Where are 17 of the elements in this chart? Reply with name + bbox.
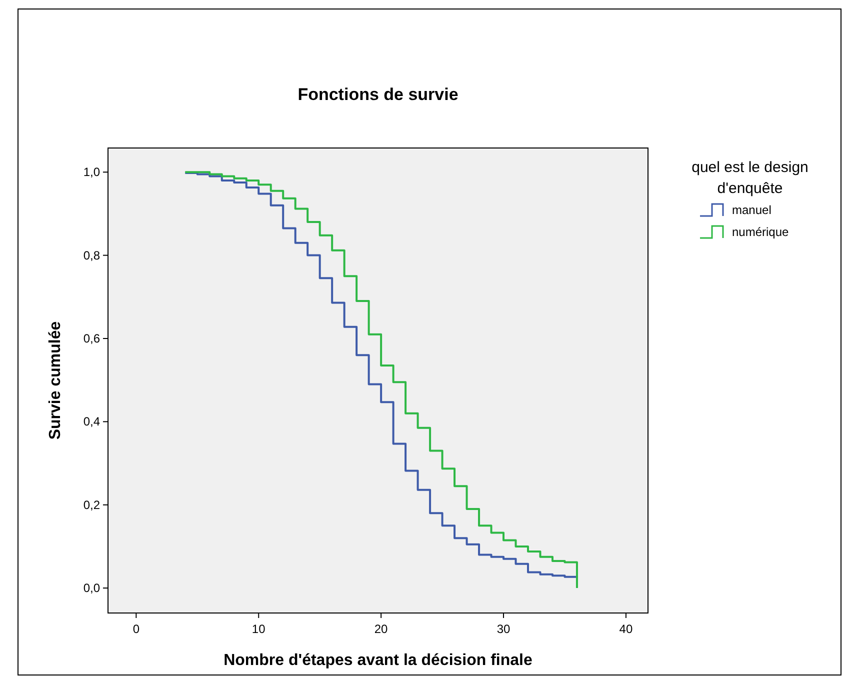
y-axis-title: Survie cumulée	[47, 321, 64, 440]
y-tick-label: 0,0	[83, 581, 100, 596]
y-tick-label: 0,4	[83, 414, 100, 429]
y-tick-label: 0,6	[83, 331, 100, 346]
legend-label: numérique	[732, 225, 790, 239]
x-tick-label: 40	[619, 622, 633, 636]
x-tick-label: 20	[374, 622, 388, 636]
x-tick-label: 0	[132, 622, 140, 636]
chart-title: Fonctions de survie	[298, 85, 458, 104]
legend-label: manuel	[732, 203, 772, 217]
y-tick-label: 0,8	[83, 248, 100, 262]
y-tick-label: 1,0	[83, 165, 100, 180]
legend-title: quel est le design d'enquête	[692, 159, 808, 197]
x-tick-label: 10	[252, 622, 266, 636]
x-axis-title: Nombre d'étapes avant la décision finale	[224, 652, 532, 669]
y-tick-label: 0,2	[83, 498, 100, 512]
x-tick-label: 30	[496, 622, 511, 636]
